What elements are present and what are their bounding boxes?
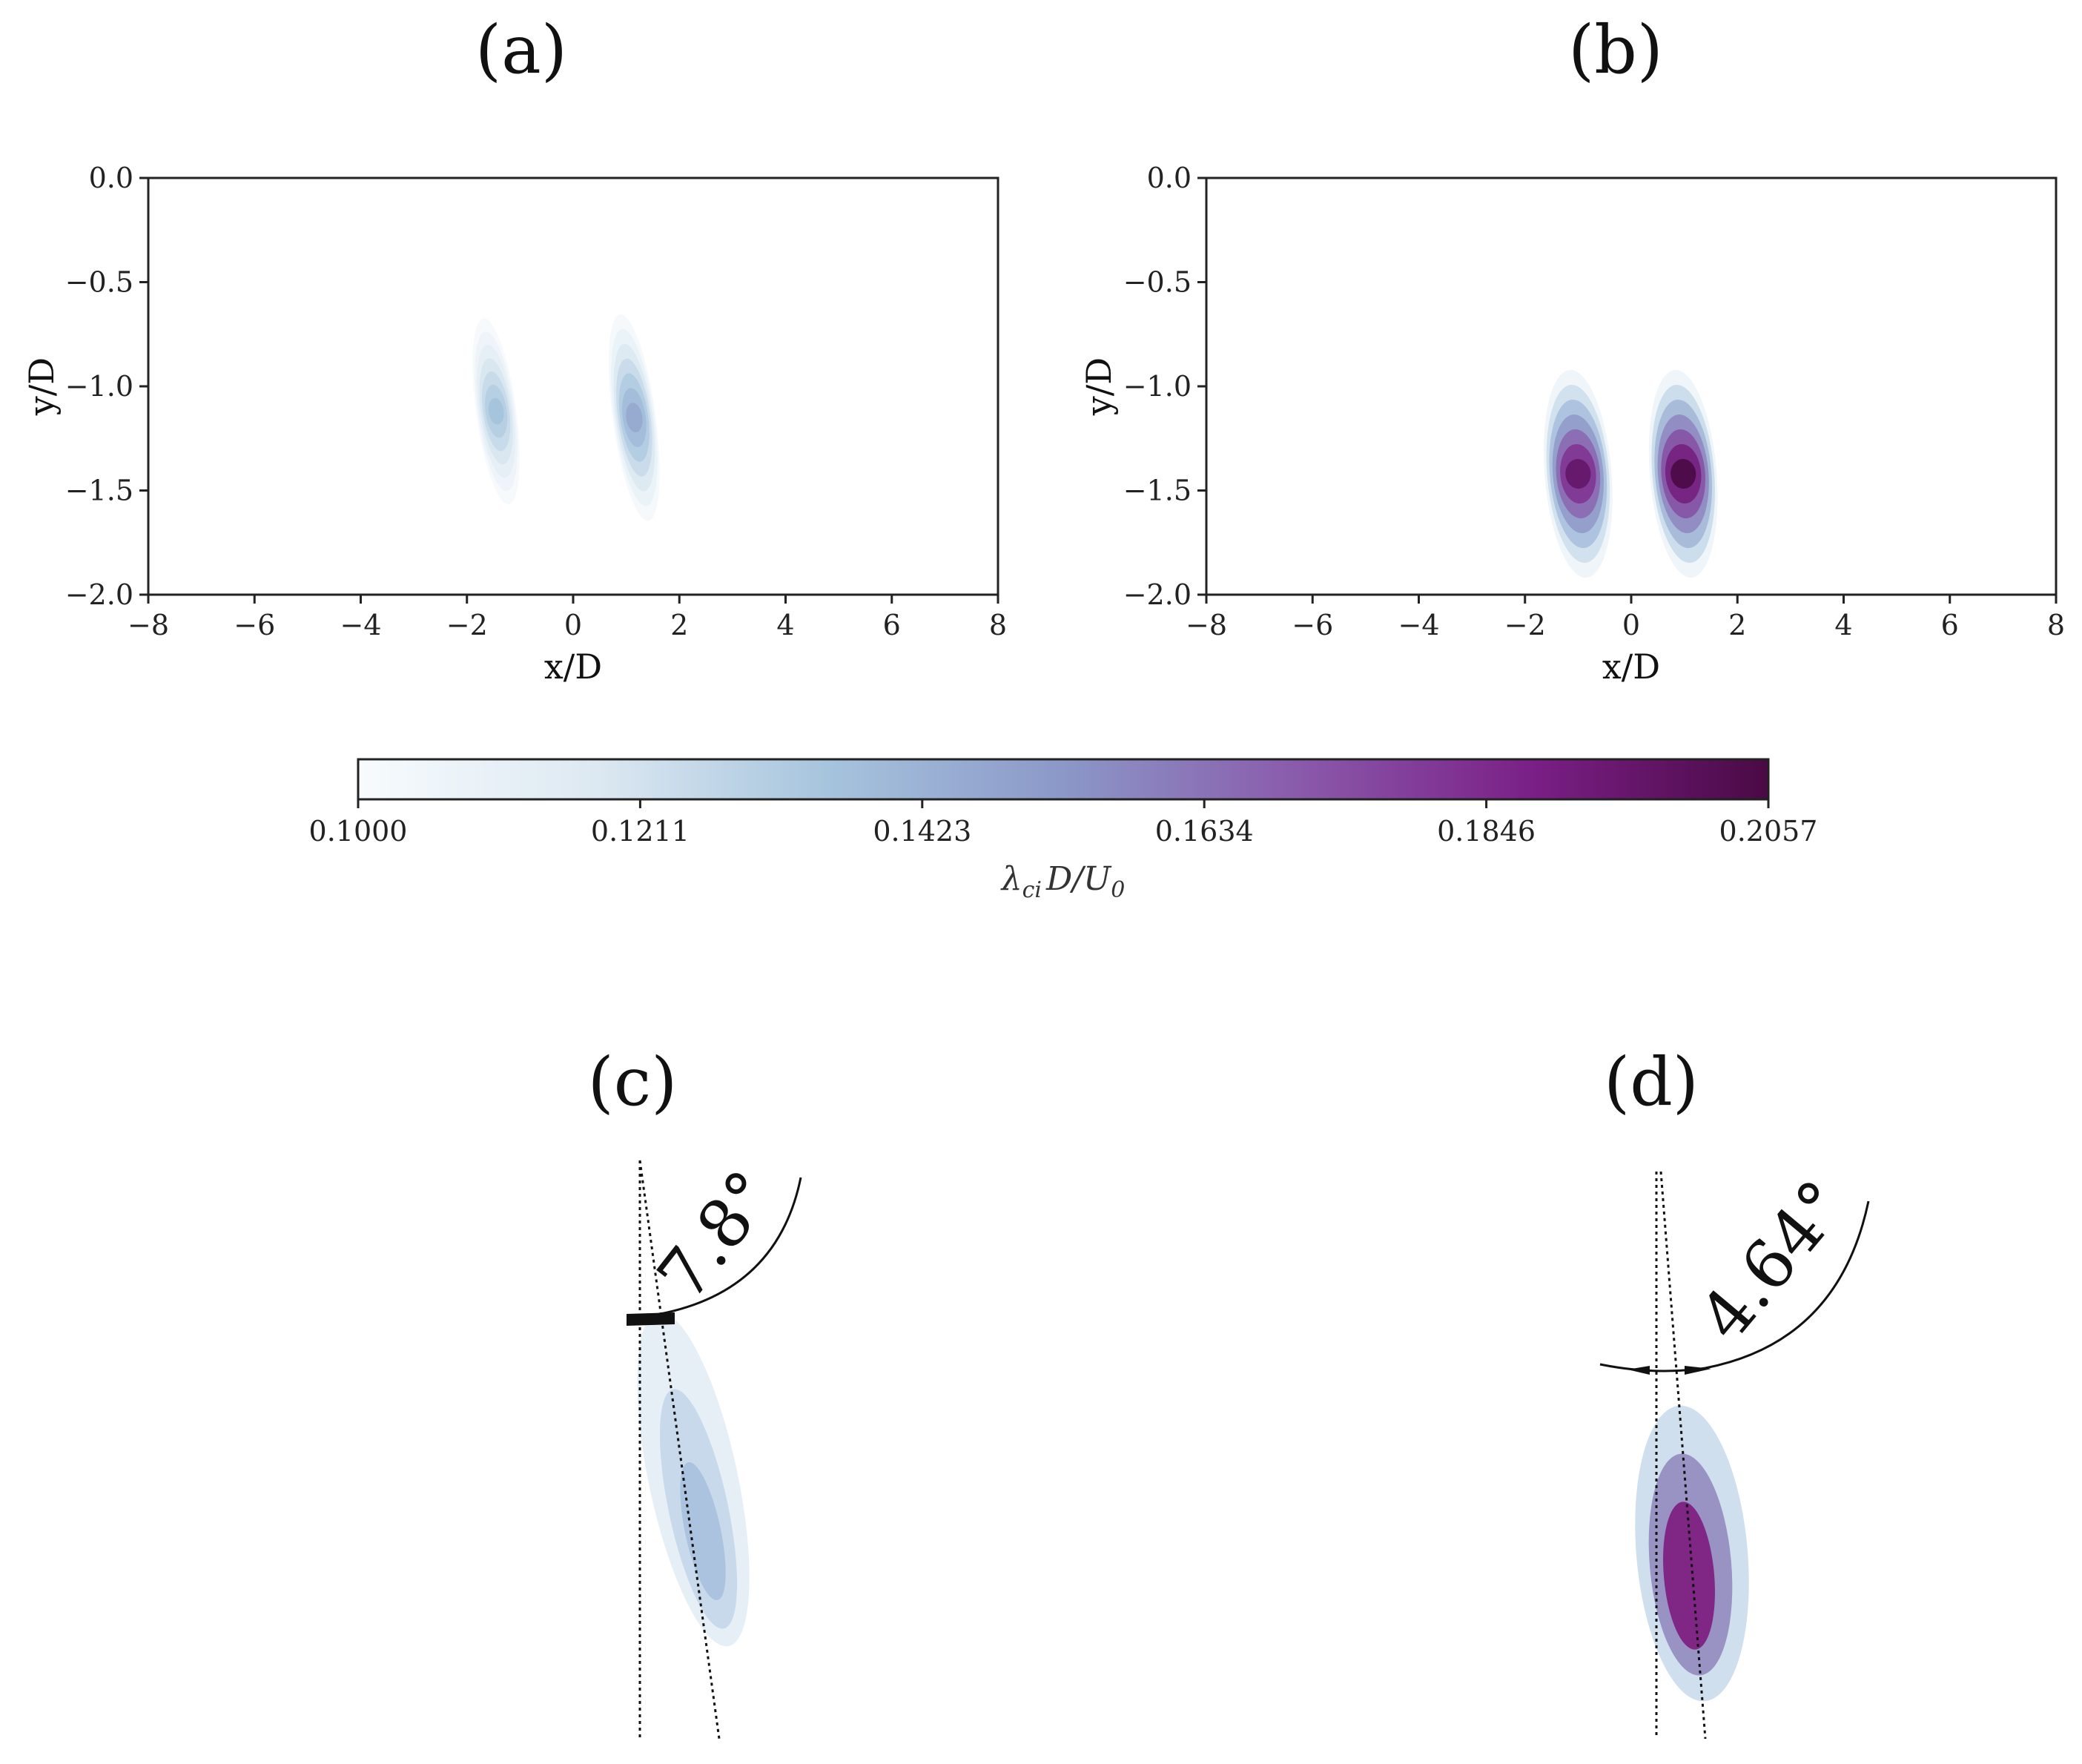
left-vortex-contour [1565, 458, 1591, 489]
colorbar-tick-label: 0.1634 [1155, 815, 1254, 848]
x-tick-label: 2 [670, 609, 688, 641]
x-tick-label: 2 [1728, 609, 1746, 641]
x-tick-label: 4 [776, 609, 794, 641]
y-tick-label: 0.0 [89, 162, 133, 194]
plot-b-yticks: 0.0 −0.5 −1.0 −1.5 −2.0 [1123, 162, 1206, 611]
x-tick-label: −8 [1186, 609, 1227, 641]
panel-label-a: (a) [475, 11, 567, 89]
colorbar-label: λci D/U0 [1000, 860, 1126, 903]
plot-a-xticks: −8 −6 −4 −2 0 2 4 6 8 [128, 595, 1007, 641]
y-tick-label: −0.5 [65, 266, 133, 299]
panel-c-arrow-head-left [627, 1312, 675, 1326]
x-tick-label: 4 [1834, 609, 1852, 641]
y-tick-label: −0.5 [1123, 266, 1192, 299]
x-tick-label: −4 [340, 609, 381, 641]
plot-b-xticks: −8 −6 −4 −2 0 2 4 6 8 [1186, 595, 2065, 641]
plot-b-frame [1205, 176, 2058, 596]
plot-a-yticks: 0.0 −0.5 −1.0 −1.5 −2.0 [65, 162, 148, 611]
y-tick-label: −1.0 [1123, 370, 1192, 403]
colorbar-tick-label: 0.1423 [873, 815, 971, 848]
colorbar: 0.1000 0.1211 0.1423 0.1634 0.1846 0.2057 λci… [309, 758, 1818, 903]
x-tick-label: 8 [2047, 609, 2065, 641]
plot-a-frame [147, 176, 999, 596]
plot-a-xlabel: x/D [544, 647, 602, 687]
colorbar-tick-label: 0.2057 [1719, 815, 1818, 848]
y-tick-label: 0.0 [1147, 162, 1192, 194]
colorbar-ticks: 0.1000 0.1211 0.1423 0.1634 0.1846 0.2057 [309, 799, 1818, 848]
y-tick-label: −2.0 [1123, 578, 1192, 611]
x-tick-label: 0 [564, 609, 582, 641]
panel-c-angle-label: 7.8° [643, 1157, 790, 1315]
colorbar-label-rest: D/U [1045, 860, 1112, 898]
colorbar-tick-label: 0.1000 [309, 815, 408, 848]
plot-b-ylabel: y/D [1079, 357, 1119, 416]
y-tick-label: −1.5 [1123, 475, 1192, 507]
plot-b-xlabel: x/D [1602, 647, 1660, 687]
panel-label-d: (d) [1604, 1043, 1699, 1121]
colorbar-label-sub: ci [1022, 877, 1042, 903]
panel-c-vortex-core [680, 1461, 726, 1601]
y-tick-label: −2.0 [65, 578, 133, 611]
x-tick-label: −4 [1398, 609, 1439, 641]
panel-d-angle-label: 4.64° [1685, 1166, 1862, 1355]
plot-a-ylabel: y/D [22, 357, 62, 416]
plot-a: −8 −6 −4 −2 0 2 4 6 8 0.0 −0.5 −1.0 −1.5 −2.0 x/D y/… [22, 162, 1007, 687]
panel-label-b: (b) [1568, 11, 1663, 89]
colorbar-gradient [357, 758, 1770, 801]
panel-c: 7.8° [627, 1157, 802, 1740]
x-tick-label: −6 [234, 609, 275, 641]
x-tick-label: −8 [128, 609, 169, 641]
left-vortex-contour [488, 397, 504, 425]
x-tick-label: 8 [989, 609, 1007, 641]
colorbar-label-lambda: λ [1000, 860, 1022, 898]
panel-d-arrow-head-right [1685, 1366, 1711, 1375]
y-tick-label: −1.0 [65, 370, 133, 403]
panel-c-vortex [637, 1312, 750, 1647]
x-tick-label: −2 [1504, 609, 1546, 641]
colorbar-label-sub2: 0 [1111, 877, 1125, 903]
plot-a-vortices [472, 314, 660, 521]
y-tick-label: −1.5 [65, 475, 133, 507]
colorbar-tick-label: 0.1846 [1437, 815, 1536, 848]
panel-d: 4.64° [1599, 1166, 1870, 1740]
x-tick-label: 6 [1941, 609, 1959, 641]
plot-b: −8 −6 −4 −2 0 2 4 6 8 0.0 −0.5 −1.0 −1.5 −2.0 x/D y/… [1079, 162, 2065, 687]
panel-d-vortex-axis-line [1659, 1171, 1707, 1740]
x-tick-label: 0 [1622, 609, 1640, 641]
panel-d-arrow-head-left [1627, 1366, 1650, 1375]
panel-label-c: (c) [588, 1043, 678, 1121]
plot-b-vortices [1543, 369, 1718, 578]
panel-d-vortex-core [1663, 1502, 1715, 1650]
panel-d-vortex [1635, 1405, 1749, 1702]
right-vortex-contour [1670, 458, 1696, 489]
right-vortex-contour [626, 403, 643, 433]
colorbar-tick-label: 0.1211 [591, 815, 690, 848]
x-tick-label: 6 [883, 609, 901, 641]
x-tick-label: −6 [1292, 609, 1333, 641]
x-tick-label: −2 [446, 609, 488, 641]
